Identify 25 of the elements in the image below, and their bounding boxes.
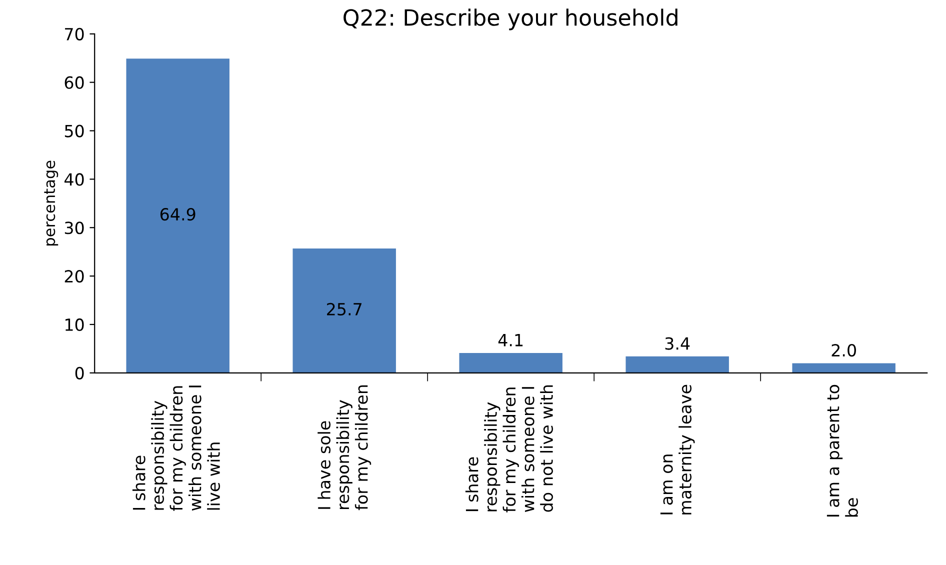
data-label: 64.9 (160, 208, 196, 221)
y-tick-label: 60 (64, 76, 84, 89)
bar (292, 248, 396, 373)
y-tick-label: 20 (64, 270, 84, 283)
x-tick-label: I am a parent to be (826, 384, 858, 517)
y-tick-label: 10 (66, 318, 84, 332)
x-tick-label: I have sole responsibility for my children (318, 385, 372, 510)
chart-title: Q22: Describe your household (344, 8, 678, 30)
data-label: 25.7 (327, 302, 362, 316)
bar (792, 363, 896, 373)
y-tick-label: 40 (64, 173, 84, 186)
x-tick-label: I share responsibility for my children with someone I live with (132, 386, 220, 511)
x-tick-label: I share responsibility for my children with someone I do not live with (465, 385, 553, 512)
y-tick-label: 30 (64, 222, 84, 234)
bar (126, 58, 230, 373)
y-tick-label: 0 (75, 366, 84, 380)
data-label: 2.0 (832, 344, 856, 357)
data-label: 4.1 (498, 334, 523, 346)
y-tick-label: 50 (64, 124, 84, 138)
y-axis-title: percentage (44, 160, 58, 246)
bar (459, 353, 562, 373)
bar (626, 356, 729, 373)
data-label: 3.4 (665, 337, 690, 350)
y-tick-label: 70 (65, 28, 84, 40)
x-tick-label: I am on maternity leave (660, 384, 695, 514)
